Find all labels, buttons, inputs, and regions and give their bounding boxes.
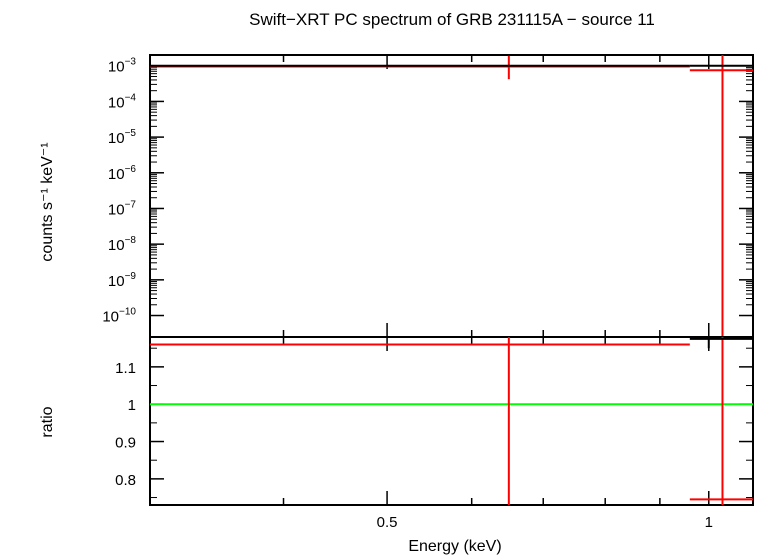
y-tick-label-2: 10−5 bbox=[108, 128, 137, 147]
ratio-tick-label-3: 1.1 bbox=[115, 360, 136, 377]
y-tick-label-exponent: −6 bbox=[125, 164, 137, 175]
y-tick-label-base: 10 bbox=[108, 166, 125, 183]
y-axis-label-counts: counts s⁻¹ keV⁻¹ bbox=[39, 142, 56, 261]
ratio-tick-label-0: 0.8 bbox=[115, 472, 136, 489]
ratio-tick-label-2: 1 bbox=[128, 397, 136, 414]
y-tick-label-6: 10−9 bbox=[108, 271, 137, 290]
y-tick-label-base: 10 bbox=[108, 237, 125, 254]
y-tick-label-base: 10 bbox=[108, 201, 125, 218]
y-tick-label-exponent: −9 bbox=[125, 271, 137, 282]
spectrum-frame bbox=[149, 54, 754, 338]
y-tick-label-5: 10−8 bbox=[108, 235, 137, 254]
ratio-panel: 0.5 1 0.8 0.9 1 1.1 bbox=[115, 336, 754, 531]
y-tick-label-3: 10−6 bbox=[108, 164, 137, 183]
x-tick-label-1: 1 bbox=[705, 514, 713, 531]
y-tick-label-4: 10−7 bbox=[108, 199, 137, 218]
y-tick-label-exponent: −3 bbox=[125, 57, 137, 68]
ratio-tick-label-1: 0.9 bbox=[115, 435, 136, 452]
y-tick-label-exponent: −5 bbox=[125, 128, 137, 139]
y-tick-label-exponent: −7 bbox=[125, 199, 137, 210]
y-tick-label-7: 10−10 bbox=[102, 307, 136, 326]
y-axis-label-ratio: ratio bbox=[39, 406, 56, 437]
y-tick-label-exponent: −8 bbox=[125, 235, 137, 246]
y-tick-label-base: 10 bbox=[102, 309, 119, 326]
ratio-frame bbox=[149, 336, 754, 506]
y-tick-label-1: 10−4 bbox=[108, 92, 137, 111]
spectrum-panel: 10−310−410−510−610−710−810−910−10 bbox=[102, 54, 754, 338]
chart-title: Swift−XRT PC spectrum of GRB 231115A − s… bbox=[249, 10, 655, 29]
x-axis-label: Energy (keV) bbox=[408, 538, 501, 555]
y-tick-label-0: 10−3 bbox=[108, 57, 137, 76]
x-tick-label-0: 0.5 bbox=[377, 514, 398, 531]
y-tick-label-exponent: −4 bbox=[125, 92, 137, 103]
y-tick-label-exponent: −10 bbox=[119, 307, 136, 318]
y-tick-label-base: 10 bbox=[108, 59, 125, 76]
y-tick-label-base: 10 bbox=[108, 130, 125, 147]
y-tick-label-base: 10 bbox=[108, 94, 125, 111]
y-tick-label-base: 10 bbox=[108, 273, 125, 290]
